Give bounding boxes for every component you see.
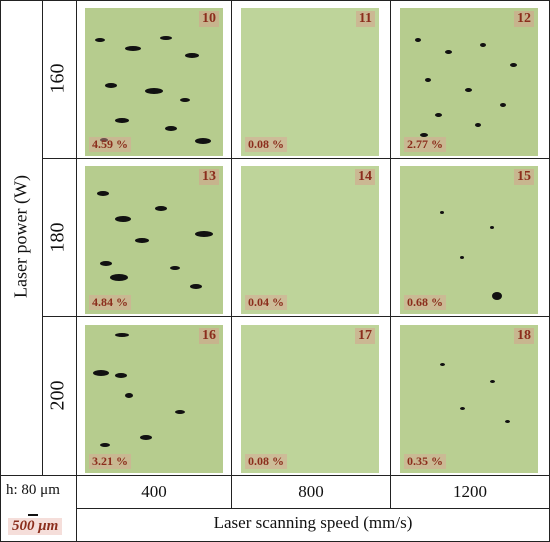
col-label-800: 800 (298, 482, 324, 501)
micrograph-10: 10 4.59 % (85, 8, 223, 156)
micrograph-12: 12 2.77 % (400, 8, 538, 156)
porosity-15: 0.68 % (404, 295, 446, 310)
porosity-11: 0.08 % (245, 137, 287, 152)
micrograph-14: 14 0.04 % (241, 166, 379, 314)
porosity-14: 0.04 % (245, 295, 287, 310)
sample-id-10: 10 (199, 11, 219, 27)
micrograph-17: 17 0.08 % (241, 325, 379, 473)
porosity-12: 2.77 % (404, 137, 446, 152)
x-axis-label: Laser scanning speed (mm/s) (213, 513, 413, 532)
micrograph-13: 13 4.84 % (85, 166, 223, 314)
row-label-200: 200 (46, 380, 69, 411)
hatch-label: h: 80 μm (6, 482, 60, 498)
col-label-1200: 1200 (453, 482, 487, 501)
sample-id-14: 14 (355, 169, 375, 185)
micrograph-11: 11 0.08 % (241, 8, 379, 156)
col-label-400: 400 (141, 482, 167, 501)
micrograph-15: 15 0.68 % (400, 166, 538, 314)
porosity-13: 4.84 % (89, 295, 131, 310)
sample-id-12: 12 (514, 11, 534, 27)
sample-id-13: 13 (199, 169, 219, 185)
porosity-16: 3.21 % (89, 454, 131, 469)
sample-id-17: 17 (355, 328, 375, 344)
y-axis-label: Laser power (W) (10, 175, 31, 298)
scale-bar (28, 514, 38, 516)
sample-id-18: 18 (514, 328, 534, 344)
sample-id-11: 11 (355, 11, 375, 27)
row-label-180: 180 (46, 222, 69, 253)
porosity-17: 0.08 % (245, 454, 287, 469)
scale-label: 500 μm (8, 518, 63, 535)
porosity-10: 4.59 % (89, 137, 131, 152)
porosity-18: 0.35 % (404, 454, 446, 469)
sample-id-15: 15 (514, 169, 534, 185)
row-label-160: 160 (46, 63, 69, 94)
micrograph-18: 18 0.35 % (400, 325, 538, 473)
sample-id-16: 16 (199, 328, 219, 344)
micrograph-16: 16 3.21 % (85, 325, 223, 473)
